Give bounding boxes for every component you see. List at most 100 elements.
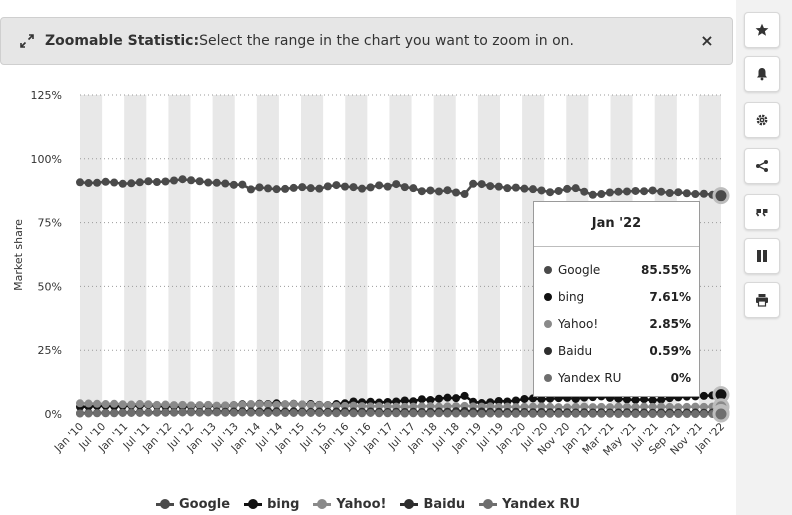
point-yandex-ru[interactable] xyxy=(614,410,623,418)
point-yandex-ru[interactable] xyxy=(323,408,332,417)
point-yahoo[interactable] xyxy=(580,402,589,411)
point-google[interactable] xyxy=(298,183,307,192)
point-yahoo[interactable] xyxy=(127,400,136,409)
point-yandex-ru[interactable] xyxy=(511,409,520,418)
point-yahoo[interactable] xyxy=(315,401,324,410)
point-yandex-ru[interactable] xyxy=(349,409,358,418)
point-google[interactable] xyxy=(383,182,392,191)
point-google[interactable] xyxy=(597,190,606,199)
point-yandex-ru[interactable] xyxy=(340,408,349,417)
point-google[interactable] xyxy=(170,176,179,185)
point-google[interactable] xyxy=(648,186,657,195)
point-google[interactable] xyxy=(195,177,204,186)
pause-button[interactable] xyxy=(744,238,780,274)
point-yandex-ru[interactable] xyxy=(272,408,281,417)
point-yandex-ru[interactable] xyxy=(597,409,606,418)
point-yahoo[interactable] xyxy=(246,400,255,409)
point-yandex-ru[interactable] xyxy=(392,409,401,418)
point-yandex-ru[interactable] xyxy=(691,410,700,418)
point-yandex-ru[interactable] xyxy=(657,410,666,418)
point-google[interactable] xyxy=(392,180,401,189)
point-yandex-ru[interactable] xyxy=(298,408,307,417)
point-bing[interactable] xyxy=(622,395,631,404)
point-google[interactable] xyxy=(494,182,503,191)
point-google[interactable] xyxy=(366,183,375,192)
point-yahoo[interactable] xyxy=(614,402,623,411)
point-yandex-ru[interactable] xyxy=(443,409,452,418)
point-yahoo[interactable] xyxy=(93,399,102,408)
point-yandex-ru[interactable] xyxy=(170,408,179,417)
point-yandex-ru[interactable] xyxy=(76,409,84,418)
point-yandex-ru[interactable] xyxy=(494,409,503,418)
point-yahoo[interactable] xyxy=(178,400,187,409)
point-google[interactable] xyxy=(340,182,349,191)
point-google[interactable] xyxy=(358,184,367,193)
point-yahoo[interactable] xyxy=(306,400,315,409)
point-yandex-ru[interactable] xyxy=(281,408,290,417)
point-yandex-ru[interactable] xyxy=(101,409,110,418)
point-google[interactable] xyxy=(460,190,469,199)
point-bing[interactable] xyxy=(460,391,469,400)
point-google[interactable] xyxy=(640,187,649,196)
legend-item-bing[interactable]: bing xyxy=(244,494,299,514)
point-google[interactable] xyxy=(537,186,546,195)
point-yandex-ru[interactable] xyxy=(127,408,136,417)
point-google[interactable] xyxy=(272,185,281,194)
point-yahoo[interactable] xyxy=(161,400,170,409)
point-google[interactable] xyxy=(76,178,84,187)
point-yahoo[interactable] xyxy=(221,401,230,410)
point-google[interactable] xyxy=(349,183,358,192)
point-yahoo[interactable] xyxy=(349,401,358,410)
point-yandex-ru[interactable] xyxy=(315,408,324,417)
point-yandex-ru[interactable] xyxy=(682,410,691,418)
point-google[interactable] xyxy=(511,183,520,192)
point-google[interactable] xyxy=(127,179,136,188)
point-yandex-ru[interactable] xyxy=(161,408,170,417)
point-google[interactable] xyxy=(580,187,589,196)
point-google[interactable] xyxy=(434,187,443,196)
point-yahoo[interactable] xyxy=(264,400,273,409)
cite-button[interactable] xyxy=(744,194,780,230)
point-google[interactable] xyxy=(622,187,631,196)
point-google[interactable] xyxy=(93,178,102,187)
point-google[interactable] xyxy=(118,179,127,188)
point-yahoo[interactable] xyxy=(238,400,247,409)
point-yahoo[interactable] xyxy=(281,400,290,409)
point-yandex-ru[interactable] xyxy=(452,409,461,418)
point-yahoo[interactable] xyxy=(426,402,435,411)
point-yahoo[interactable] xyxy=(682,402,691,411)
point-google[interactable] xyxy=(144,177,153,186)
point-yandex-ru[interactable] xyxy=(84,409,93,418)
point-yandex-ru[interactable] xyxy=(426,409,435,418)
point-yandex-ru[interactable] xyxy=(434,409,443,418)
point-google[interactable] xyxy=(520,184,529,193)
point-bing[interactable] xyxy=(631,395,640,404)
legend-item-baidu[interactable]: Baidu xyxy=(400,494,465,514)
point-bing[interactable] xyxy=(657,395,666,404)
point-google[interactable] xyxy=(264,184,273,193)
point-yandex-ru[interactable] xyxy=(289,408,298,417)
point-google[interactable] xyxy=(657,187,666,196)
point-yahoo[interactable] xyxy=(289,400,298,409)
point-yandex-ru[interactable] xyxy=(537,409,546,418)
point-yandex-ru[interactable] xyxy=(93,409,102,418)
point-yandex-ru[interactable] xyxy=(152,408,161,417)
point-yandex-ru[interactable] xyxy=(503,409,512,418)
point-bing[interactable] xyxy=(426,395,435,404)
point-yandex-ru[interactable] xyxy=(554,409,563,418)
point-yahoo[interactable] xyxy=(699,402,708,411)
point-yahoo[interactable] xyxy=(204,400,213,409)
point-bing[interactable] xyxy=(417,395,426,404)
point-yahoo[interactable] xyxy=(375,402,384,411)
point-yandex-ru[interactable] xyxy=(563,409,572,418)
point-google[interactable] xyxy=(691,190,700,199)
point-yandex-ru[interactable] xyxy=(110,409,119,418)
point-yandex-ru[interactable] xyxy=(366,408,375,417)
notification-button[interactable] xyxy=(744,56,780,92)
point-google[interactable] xyxy=(246,185,255,194)
point-yandex-ru[interactable] xyxy=(699,410,708,418)
point-google[interactable] xyxy=(409,184,418,193)
point-google[interactable] xyxy=(528,185,537,194)
point-yahoo[interactable] xyxy=(528,402,537,411)
point-bing[interactable] xyxy=(511,396,520,405)
